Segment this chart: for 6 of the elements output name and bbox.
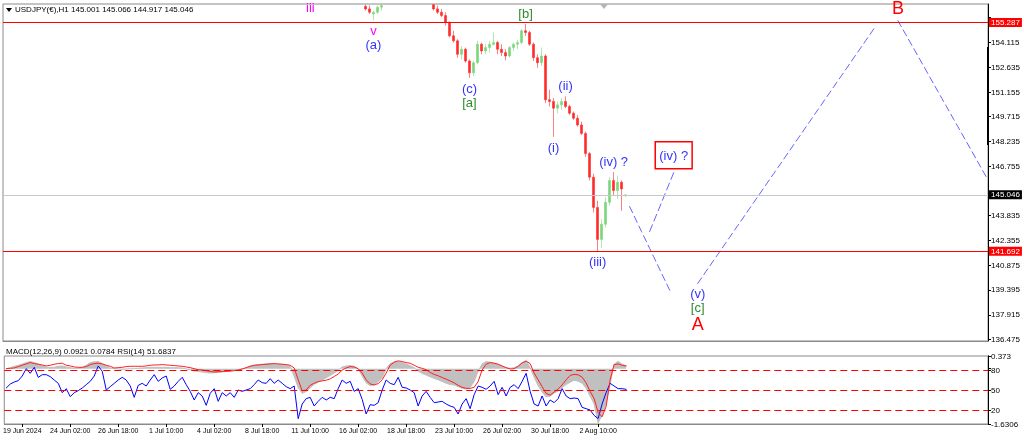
y-tick-label: 136.475 [991,334,1021,344]
y-tick-label: 80 [991,366,1001,376]
y-tick-label: 20 [991,406,1001,416]
y2-tick-label: -1.6306 [991,419,1019,429]
y2-tick-label: 0.373 [991,351,1012,361]
y-tick-label: 50 [991,386,1001,396]
